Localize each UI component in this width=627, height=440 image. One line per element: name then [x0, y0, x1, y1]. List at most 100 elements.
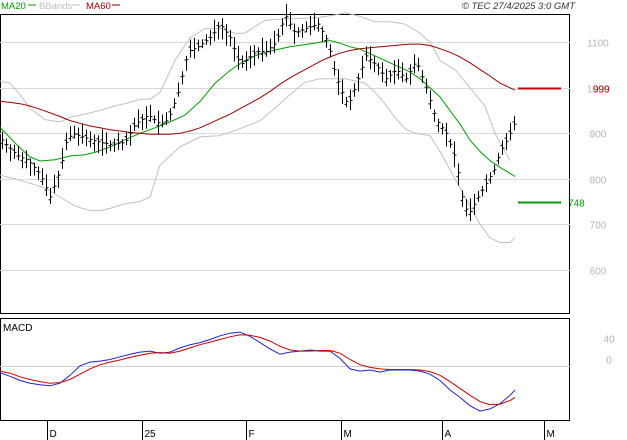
copyright-credit: © TEC 27/4/2025 3:0 GMT — [462, 1, 576, 12]
ohlc-bar — [300, 23, 305, 38]
ohlc-bar — [512, 115, 517, 131]
ohlc-bar — [376, 62, 381, 76]
ohlc-bar — [276, 28, 281, 42]
ohlc-bar — [356, 73, 361, 92]
ohlc-bar — [152, 115, 157, 124]
ohlc-bar — [28, 158, 33, 176]
macd-panel — [0, 318, 570, 421]
price-axis: 600 700 800 900 1000 1100 — [587, 39, 610, 278]
ohlc-bar — [0, 131, 5, 150]
legend: MA20 BBands MA60 — [1, 1, 120, 12]
ohlc-bar — [148, 104, 153, 122]
ohlc-bar — [24, 150, 29, 169]
series-ma20 — [0, 39, 516, 177]
price-grid — [0, 42, 570, 271]
ohlc-bar — [392, 60, 397, 85]
ohlc-bar — [172, 98, 177, 109]
ohlc-bar — [316, 18, 321, 32]
time-axis: D 25 F M A M — [47, 420, 555, 440]
ohlc-bar — [460, 190, 465, 207]
ohlc-bar — [500, 140, 505, 155]
ohlc-bar — [504, 133, 509, 151]
marker-label-748: 748 — [568, 199, 585, 210]
ohlc-bar — [456, 163, 461, 186]
ohlc-bar — [144, 106, 149, 129]
y-tick-label-1100: 1100 — [587, 39, 609, 50]
ohlc-bar — [136, 109, 141, 129]
ohlc-bar — [20, 151, 25, 169]
y-tick-label-800: 800 — [590, 176, 607, 187]
ohlc-bar — [188, 39, 193, 58]
ohlc-bar — [228, 29, 233, 47]
ohlc-bar — [4, 138, 9, 153]
ohlc-bar — [128, 125, 133, 146]
ohlc-bar — [336, 69, 341, 95]
ohlc-bar — [488, 172, 493, 184]
ohlc-bar — [308, 15, 313, 36]
x-tick-label-5: M — [547, 429, 555, 440]
moving-averages — [0, 39, 516, 177]
ohlc-bar — [496, 152, 501, 165]
ohlc-bar — [296, 27, 301, 38]
ohlc-bar — [452, 141, 457, 168]
y-tick-label-600: 600 — [590, 267, 607, 278]
ohlc-bar — [404, 72, 409, 83]
ohlc-bar — [484, 174, 489, 193]
ohlc-bar — [40, 168, 45, 186]
ohlc-bar — [360, 55, 365, 78]
bollinger-bands — [0, 12, 516, 243]
ohlc-bar — [380, 62, 385, 83]
ohlc-bar — [396, 59, 401, 80]
x-tick-label-0: D — [50, 429, 57, 440]
ohlc-bar — [324, 34, 329, 48]
ohlc-bar — [400, 62, 405, 83]
ohlc-bar — [412, 54, 417, 74]
ohlc-bar — [168, 108, 173, 121]
ohlc-bar — [120, 139, 125, 151]
ohlc-bar — [368, 46, 373, 70]
ohlc-bar — [304, 21, 309, 33]
ohlc-bar — [416, 57, 421, 72]
ohlc-bar — [96, 135, 101, 154]
x-tick-label-1: 25 — [145, 429, 157, 440]
ohlc-bar — [192, 37, 197, 59]
ohlc-bar — [220, 18, 225, 40]
ohlc-bar — [464, 199, 469, 217]
x-tick-label-2: F — [249, 429, 255, 440]
ohlc-bar — [232, 37, 237, 62]
ohlc-bar — [32, 162, 37, 176]
series-macd — [0, 331, 516, 412]
y-tick-label-1000: 1000 — [587, 85, 610, 96]
ohlc-bar — [428, 90, 433, 110]
macd-axis: 40 0 — [603, 334, 615, 366]
ohlc-bar — [76, 127, 81, 146]
ohlc-bar — [444, 122, 449, 147]
ohlc-bar — [312, 12, 317, 31]
ohlc-bar — [348, 89, 353, 111]
ohlc-bar — [340, 79, 345, 104]
ohlc-bar — [216, 22, 221, 40]
ohlc-bar — [100, 129, 105, 156]
ohlc-bar — [252, 45, 257, 66]
ohlc-bar — [476, 190, 481, 202]
ohlc-bar — [240, 55, 245, 68]
ohlc-bar — [8, 144, 13, 162]
ohlc-bar — [388, 70, 393, 83]
legend-item-ma20: MA20 — [1, 1, 26, 12]
ohlc-bar — [88, 131, 93, 148]
ohlc-bar — [68, 126, 73, 142]
ohlc-bar — [424, 78, 429, 94]
ohlc-bar — [200, 39, 205, 49]
ohlc-bar — [292, 23, 297, 44]
ohlc-bar — [52, 174, 57, 194]
series-ma60 — [0, 43, 516, 135]
ohlc-bar — [248, 45, 253, 69]
price-bars — [0, 4, 517, 222]
ohlc-bar — [328, 44, 333, 58]
ohlc-bar — [244, 51, 249, 71]
ohlc-bar — [164, 112, 169, 126]
ohlc-bar — [80, 123, 85, 144]
ohlc-bar — [280, 18, 285, 36]
ohlc-bar — [448, 138, 453, 148]
